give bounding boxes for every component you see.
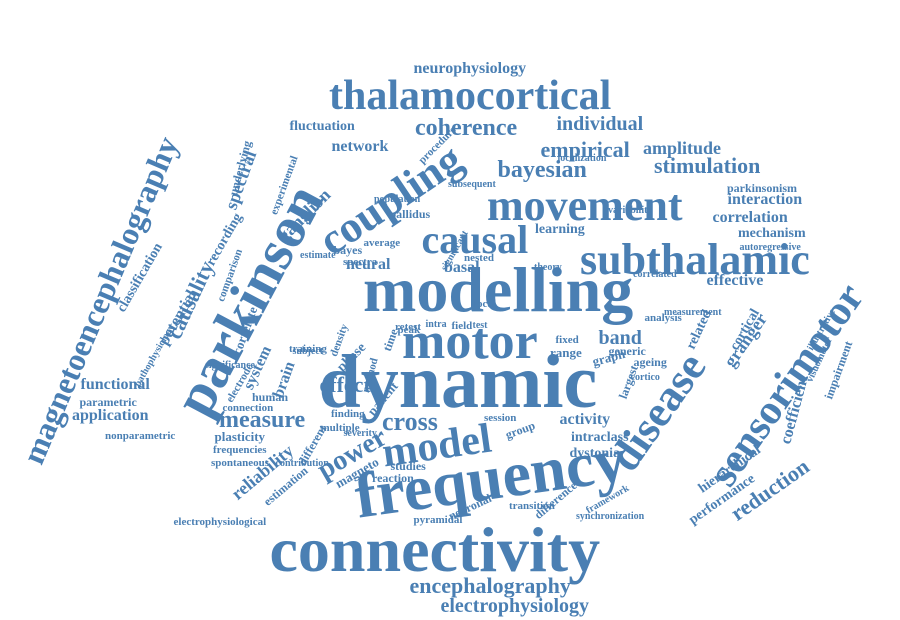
word-population: population xyxy=(374,194,421,205)
word-cross: cross xyxy=(382,407,438,436)
word-connectivity: connectivity xyxy=(269,514,601,585)
word-correlation: correlation xyxy=(712,209,788,226)
word-neural: neural xyxy=(346,256,391,273)
word-pyramidal: pyramidal xyxy=(413,513,463,526)
word-frequencies: frequencies xyxy=(213,443,267,456)
word-activity: activity xyxy=(559,411,611,428)
word-mechanism: mechanism xyxy=(738,226,806,241)
word-application: application xyxy=(72,407,149,424)
word-pallidus: pallidus xyxy=(389,207,431,221)
word-estimate: estimate xyxy=(300,250,336,261)
word-theory: theory xyxy=(534,262,562,273)
word-test: test xyxy=(472,320,488,331)
word-correlated: correlated xyxy=(633,269,677,280)
word-analysis: analysis xyxy=(644,311,682,324)
word-peak: peak xyxy=(397,323,421,336)
word-electrophysiological: electrophysiological xyxy=(173,515,267,528)
word-cortico: cortico xyxy=(630,372,660,383)
word-movement: movement xyxy=(487,181,683,230)
word-finding: finding xyxy=(331,407,365,420)
word-electrophysiology: electrophysiology xyxy=(440,595,590,617)
word-intraclass: intraclass xyxy=(571,430,629,445)
word-dynamic: dynamic xyxy=(318,340,598,424)
word-human: human xyxy=(252,390,289,404)
word-basal: basal xyxy=(444,259,480,276)
word-parametric: parametric xyxy=(79,395,137,409)
word-connection: connection xyxy=(222,401,274,414)
word-band: band xyxy=(598,327,642,349)
word-nonparametric: nonparametric xyxy=(105,429,176,442)
word-training: training xyxy=(289,342,327,355)
word-coherence: coherence xyxy=(415,115,518,141)
word-subject: subject xyxy=(292,346,324,357)
word-bayes: bayes xyxy=(333,243,363,257)
word-subthalamic: subthalamic xyxy=(580,235,810,284)
word-reaction: reaction xyxy=(372,471,414,485)
word-parkinsonism: parkinsonism xyxy=(727,181,798,195)
word-measure: measure xyxy=(219,407,306,433)
word-contribution: contribution xyxy=(275,458,329,469)
word-transition: transition xyxy=(509,499,555,512)
word-fluctuation: fluctuation xyxy=(289,119,355,134)
word-motor: motor xyxy=(402,313,538,370)
word-variability: variability xyxy=(608,205,653,216)
word-functional: functional xyxy=(80,376,150,393)
word-studies: studies xyxy=(390,459,426,473)
word-local: local xyxy=(474,297,496,310)
word-spontaneous: spontaneous xyxy=(211,456,270,469)
word-empirical: empirical xyxy=(540,137,630,162)
word-thalamocortical: thalamocortical xyxy=(329,73,612,119)
word-range: range xyxy=(550,344,582,360)
word-subsequent: subsequent xyxy=(448,179,496,190)
word-synchronization: synchronization xyxy=(576,511,645,522)
word-learning: learning xyxy=(535,222,585,237)
word-severity: severity xyxy=(343,428,377,439)
word-dystonia: dystonia xyxy=(569,446,621,461)
word-spectra: spectra xyxy=(343,255,378,268)
word-amplitude: amplitude xyxy=(643,138,722,158)
word-intra: intra xyxy=(425,319,447,330)
word-bayesian: bayesian xyxy=(497,157,587,183)
word-generic: generic xyxy=(608,344,646,358)
word-effect: effect xyxy=(319,372,371,397)
word-average: average xyxy=(363,236,401,249)
word-localization: localization xyxy=(557,153,607,164)
word-nested: nested xyxy=(464,251,494,264)
word-individual: individual xyxy=(556,113,644,135)
word-measurement: measurement xyxy=(664,307,722,318)
word-autoregressive: autoregressive xyxy=(739,242,801,253)
word-modelling: modelling xyxy=(363,254,634,325)
word-stimulation: stimulation xyxy=(654,153,761,178)
word-effective: effective xyxy=(706,272,764,289)
word-ageing: ageing xyxy=(633,355,667,369)
word-neurophysiology: neurophysiology xyxy=(413,60,527,77)
word-field: field xyxy=(451,319,473,332)
word-fixed: fixed xyxy=(555,333,579,346)
word-encephalography: encephalography xyxy=(409,573,571,598)
word-multiple: multiple xyxy=(320,421,360,434)
word-interaction: interaction xyxy=(727,191,803,208)
word-significance: significance xyxy=(205,360,255,371)
word-session: session xyxy=(484,411,517,424)
word-retest: retest xyxy=(395,320,422,333)
word-causal: causal xyxy=(421,217,529,262)
word-plasticity: plasticity xyxy=(214,428,266,444)
word-network: network xyxy=(331,138,389,155)
